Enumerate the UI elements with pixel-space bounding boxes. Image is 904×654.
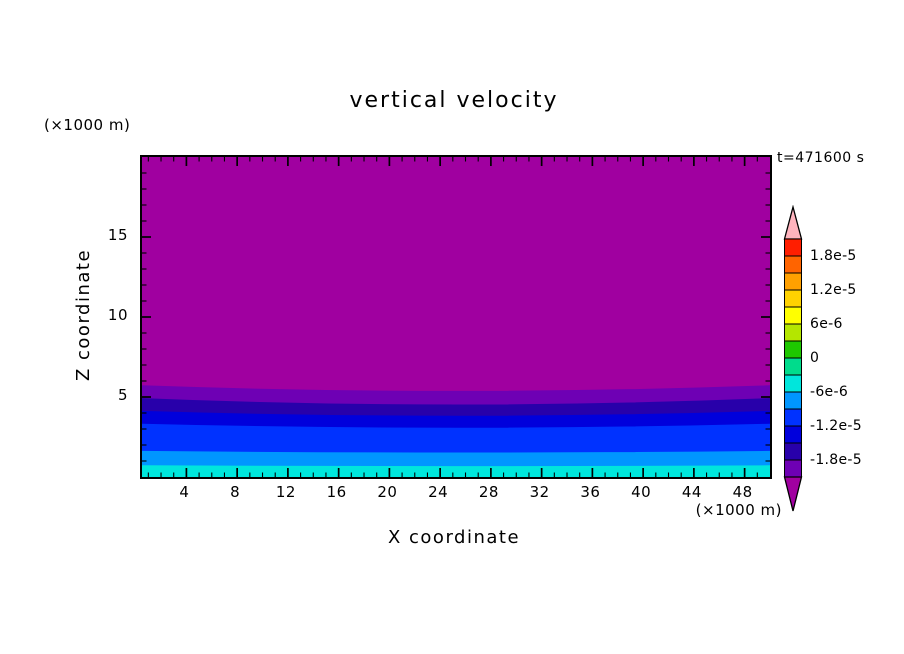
colorbar-tick-label: -1.2e-5 [810,418,862,434]
x-axis-tick-label: 8 [230,483,241,501]
x-axis-unit-label: (×1000 m) [695,501,782,519]
colorbar-tick-label: 0 [810,350,820,366]
x-axis-tick-label: 40 [631,483,652,501]
y-axis-unit-label: (×1000 m) [44,116,131,134]
x-axis-tick-label: 16 [326,483,347,501]
x-axis-tick-label: 20 [377,483,398,501]
x-axis-tick-label: 32 [529,483,550,501]
chart-title: vertical velocity [349,88,559,113]
y-axis-tick-label: 10 [107,306,128,324]
x-axis-tick-label: 36 [580,483,601,501]
x-axis-tick-label: 12 [275,483,296,501]
colorbar-tick-label: 6e-6 [810,316,843,332]
x-axis-tick-label: 44 [681,483,702,501]
colorbar-tick-label: -6e-6 [810,384,849,400]
colorbar-tick-label: -1.8e-5 [810,452,862,468]
x-axis-tick-label: 28 [478,483,499,501]
colorbar-tick-label: 1.8e-5 [810,248,857,264]
contour-field [142,157,770,477]
y-axis-tick-label: 15 [107,226,128,244]
time-annotation: t=471600 s [777,150,865,166]
colorbar-tick-label: 1.2e-5 [810,282,857,298]
colorbar [783,205,803,512]
x-axis-tick-label: 48 [732,483,753,501]
x-axis-tick-label: 24 [428,483,449,501]
plot-area [140,155,772,479]
x-axis-title: X coordinate [387,527,521,548]
x-axis-tick-label: 4 [179,483,190,501]
y-axis-tick-label: 5 [117,386,128,404]
